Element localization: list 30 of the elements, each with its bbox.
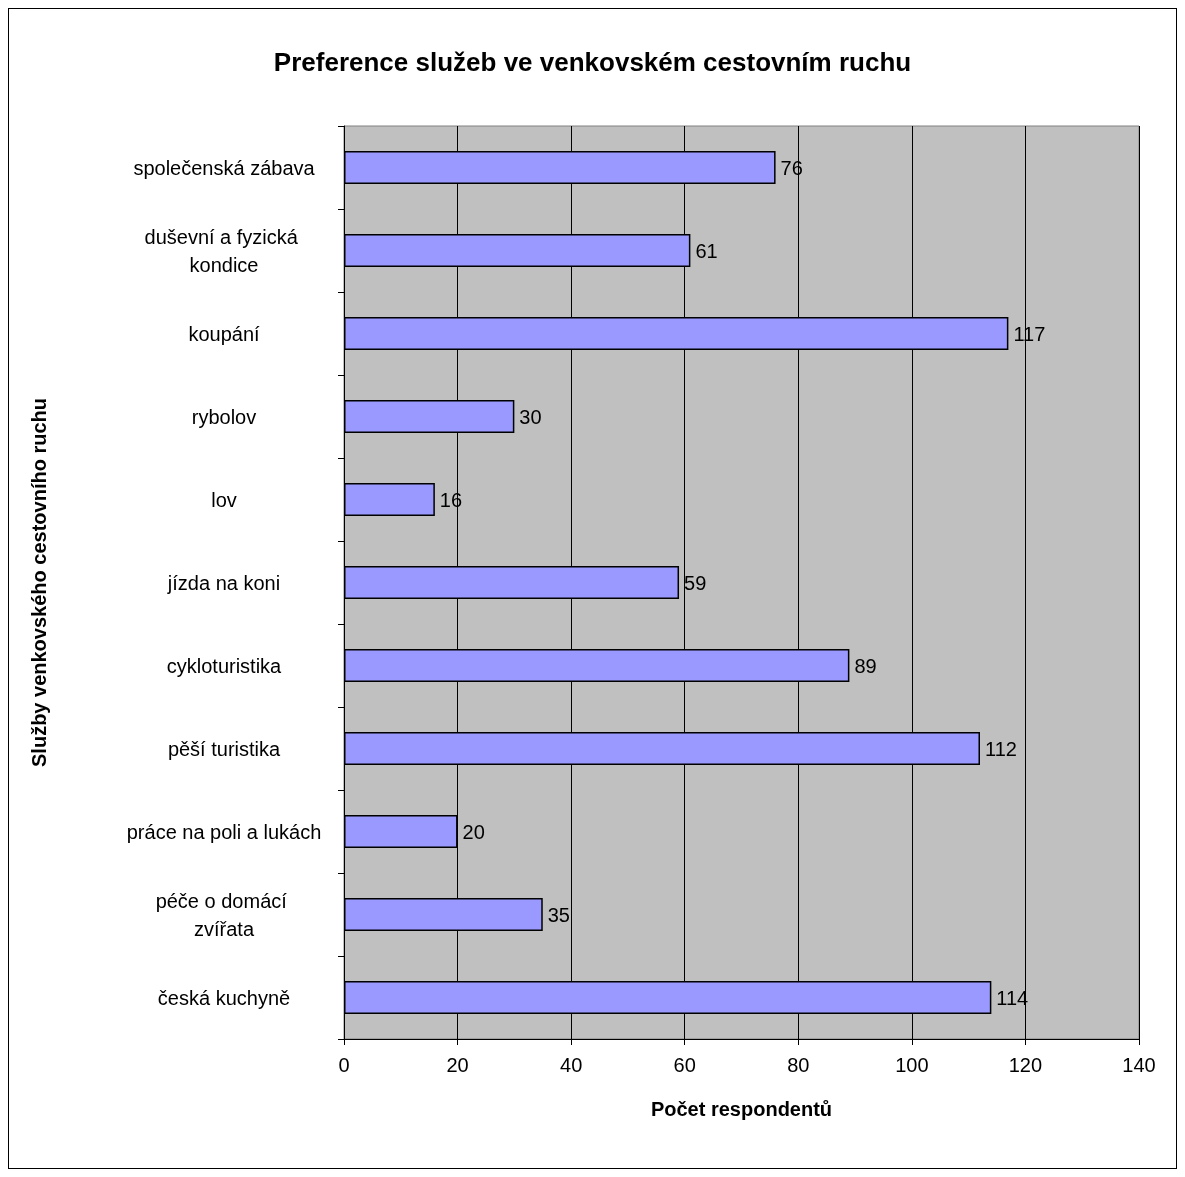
x-tick-label: 60 (673, 1054, 696, 1076)
x-axis-title: Počet respondentů (650, 1098, 833, 1120)
y-tick-label: duševní a fyzická kondice (144, 225, 304, 276)
y-tick-label: jízda na koni (166, 571, 281, 594)
x-tick-label: 80 (787, 1054, 810, 1076)
y-tick-label: lov (211, 488, 237, 511)
x-tick-label: 0 (338, 1054, 350, 1076)
data-label: 35 (547, 903, 570, 926)
data-label: 30 (519, 405, 542, 428)
data-label: 112 (985, 737, 1017, 760)
y-tick-label: práce na poli a lukách (126, 820, 322, 843)
y-tick-label: společenská zábava (133, 156, 316, 179)
x-tick-label: 140 (1122, 1054, 1156, 1076)
y-tick-label: koupání (188, 322, 261, 345)
y-axis-title: Služby venkovského cestovního ruchu (28, 398, 50, 767)
x-tick-label: 40 (560, 1054, 583, 1076)
y-tick-label: rybolov (191, 405, 257, 428)
y-tick-label: péče o domácí zvířata (155, 889, 293, 940)
x-tick-label: 100 (895, 1054, 929, 1076)
chart-title: Preference služeb ve venkovském cestovním ruchu (273, 47, 912, 77)
x-tick-label: 20 (446, 1054, 469, 1076)
data-label: 20 (462, 820, 485, 843)
y-tick-label: pěší turistika (167, 737, 282, 760)
data-label: 61 (695, 239, 718, 262)
y-tick-label: cykloturistika (166, 654, 283, 677)
data-label: 59 (684, 571, 707, 594)
bar (344, 482, 435, 517)
y-tick-label: česká kuchyně (157, 986, 291, 1009)
data-label: 89 (854, 654, 877, 677)
x-tick-label: 120 (1008, 1054, 1043, 1076)
